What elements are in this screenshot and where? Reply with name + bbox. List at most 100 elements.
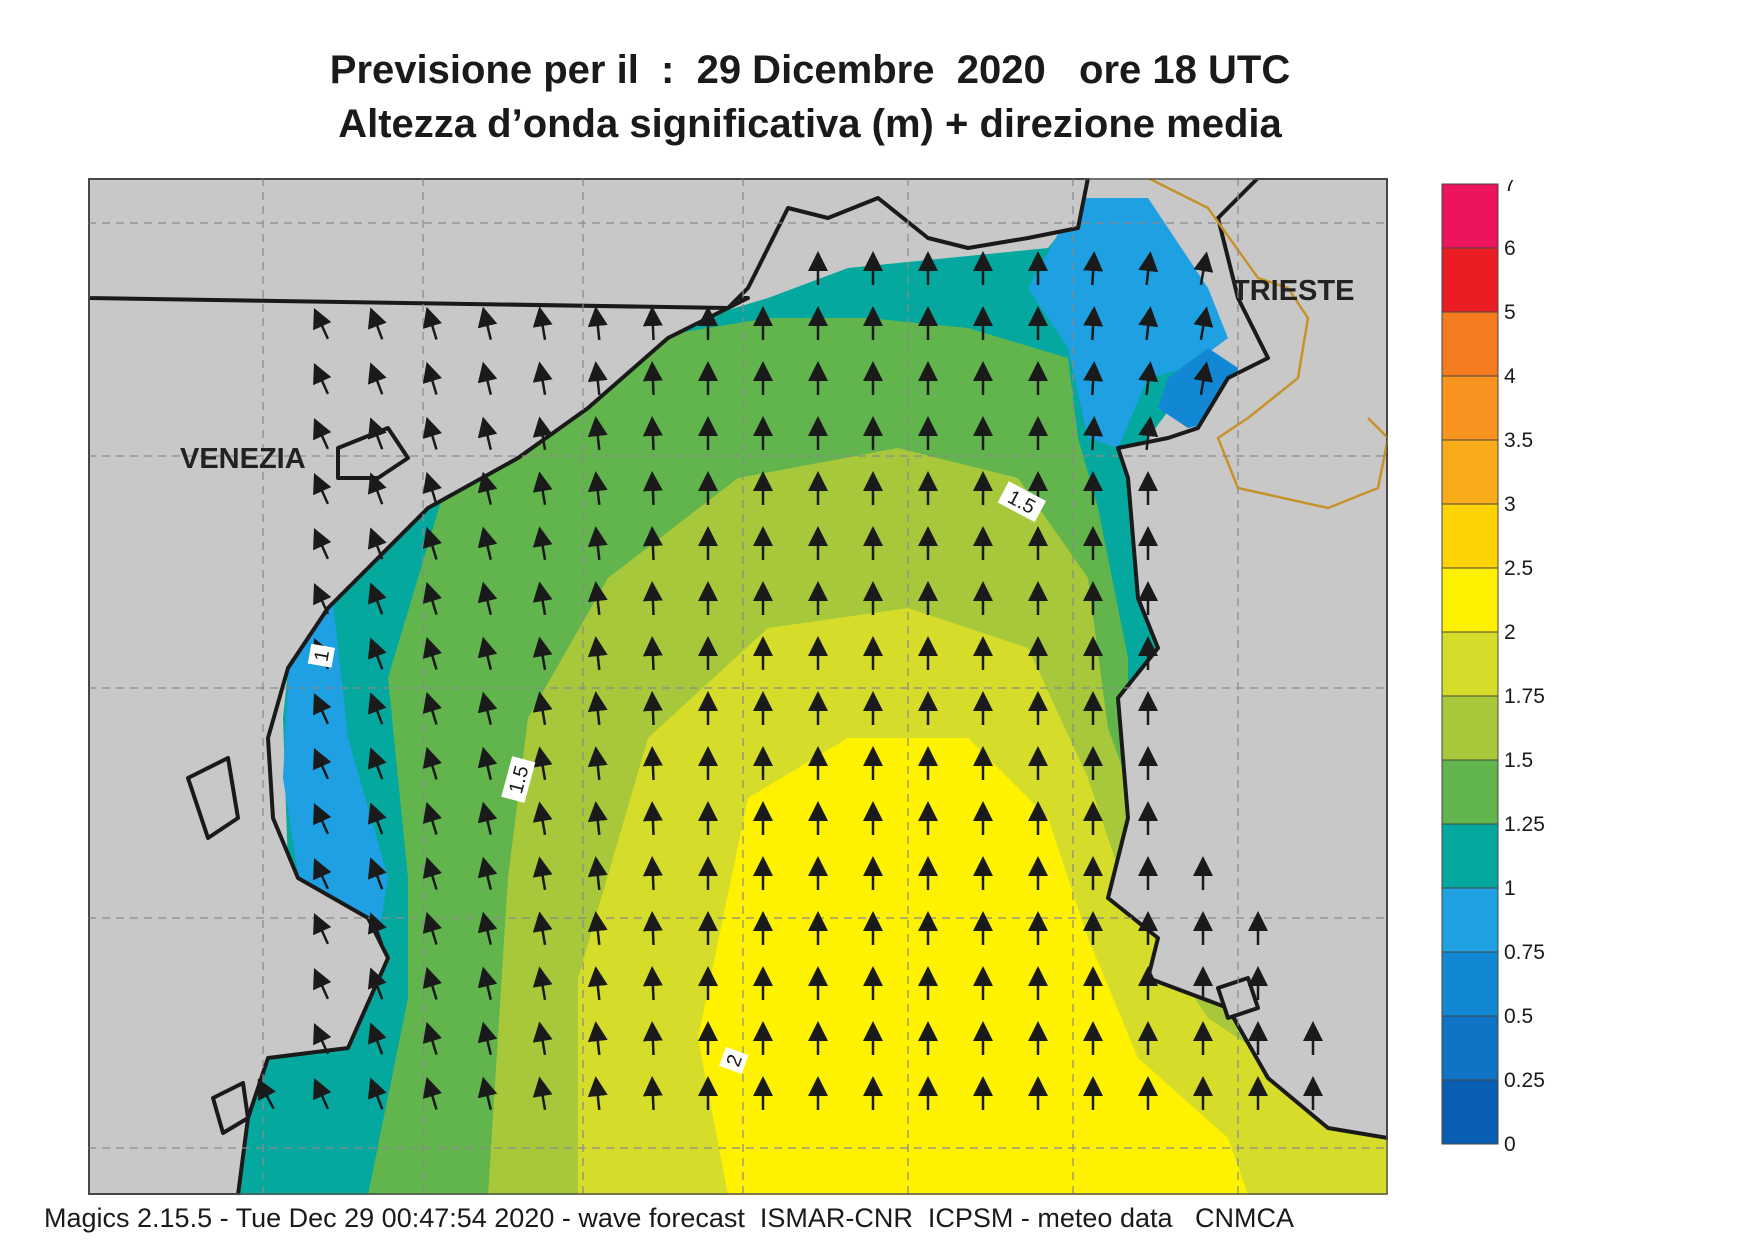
lat-lon-grid (88, 178, 1388, 1195)
direction-arrow (532, 856, 553, 891)
direction-arrow (532, 1076, 553, 1111)
legend-swatch (1441, 695, 1499, 761)
direction-arrow (587, 471, 608, 506)
direction-arrow (313, 362, 332, 395)
direction-arrow (642, 691, 663, 726)
direction-arrow (477, 966, 498, 1000)
direction-arrow (422, 746, 442, 780)
state-border (1147, 178, 1388, 510)
direction-arrow (587, 306, 608, 341)
direction-arrow (1193, 251, 1214, 286)
direction-arrow (642, 416, 663, 451)
legend-tick-label: 0.5 (1504, 1005, 1533, 1028)
direction-arrow (422, 306, 442, 340)
direction-arrow (642, 306, 663, 341)
legend-swatch (1441, 951, 1499, 1017)
legend-tick-label: 2.5 (1504, 557, 1533, 580)
direction-arrow (532, 691, 553, 726)
direction-arrow (477, 471, 498, 505)
direction-arrow (642, 471, 663, 506)
direction-arrow (642, 581, 663, 616)
direction-arrow (587, 691, 608, 726)
direction-arrow (477, 1076, 498, 1110)
direction-arrow (367, 692, 387, 725)
direction-arrow (367, 637, 387, 670)
direction-arrow (642, 1076, 663, 1111)
direction-arrow (313, 1022, 332, 1055)
direction-arrow (477, 911, 498, 945)
legend-tick-label: 4 (1504, 365, 1516, 388)
direction-arrow (1138, 361, 1159, 396)
map-frame (88, 178, 1388, 1195)
direction-arrow (1138, 306, 1159, 341)
direction-arrow (313, 1077, 332, 1110)
direction-arrow (532, 801, 553, 836)
legend-tick-label: 3.5 (1504, 429, 1533, 452)
direction-arrow (477, 581, 498, 615)
direction-arrow (477, 636, 498, 670)
contour-label-1: 1 (311, 648, 335, 663)
direction-arrow (422, 1021, 442, 1055)
direction-arrow (642, 636, 663, 671)
legend-tick-label: 0 (1504, 1133, 1516, 1156)
legend-tick-label: 7 (1504, 180, 1516, 196)
direction-arrow (1138, 416, 1159, 451)
footer-credits: Magics 2.15.5 - Tue Dec 29 00:47:54 2020… (44, 1203, 1295, 1233)
direction-arrow (422, 801, 442, 835)
legend-swatch (1441, 247, 1499, 313)
direction-arrow (532, 471, 553, 506)
direction-arrow (532, 1021, 553, 1056)
direction-arrow (477, 801, 498, 835)
direction-arrow (642, 361, 663, 396)
coastline (88, 178, 1388, 1195)
legend-swatch (1441, 439, 1499, 505)
legend-tick-label: 1.25 (1504, 813, 1545, 836)
direction-arrow (1083, 361, 1104, 396)
direction-arrow (587, 746, 608, 781)
direction-arrow (313, 307, 332, 340)
legend-tick-label: 2 (1504, 621, 1516, 644)
direction-arrow (313, 527, 332, 560)
direction-arrow (367, 1022, 387, 1055)
direction-arrow (477, 306, 498, 340)
legend-swatch (1441, 631, 1499, 697)
direction-arrow (532, 526, 553, 561)
legend-tick-label: 3 (1504, 493, 1516, 516)
contour-labels: 1 1.5 1.5 2 (307, 481, 1046, 1074)
direction-arrow (477, 416, 498, 450)
direction-arrow (367, 1077, 387, 1110)
direction-arrow (422, 691, 442, 725)
direction-arrow (367, 967, 387, 1000)
direction-arrow (422, 581, 442, 615)
direction-arrow (367, 307, 387, 340)
direction-arrow (422, 856, 442, 890)
direction-arrow (313, 472, 332, 505)
direction-arrow (587, 636, 608, 671)
direction-arrow (642, 966, 663, 1001)
direction-arrow (422, 361, 442, 395)
direction-arrow (642, 526, 663, 561)
direction-arrow (367, 472, 387, 505)
page-subtitle: Altezza d’onda significativa (m) + direz… (338, 102, 1282, 146)
direction-arrow (367, 362, 387, 395)
direction-arrow (422, 966, 442, 1000)
direction-arrow (1083, 416, 1104, 451)
direction-arrow (1083, 306, 1104, 341)
legend-swatch (1441, 183, 1499, 249)
legend-tick-label: 0.25 (1504, 1069, 1545, 1092)
legend-swatch (1441, 567, 1499, 633)
legend-swatch (1441, 1015, 1499, 1081)
direction-arrow (477, 691, 498, 725)
direction-arrow (367, 527, 387, 560)
direction-arrow (1138, 251, 1159, 286)
direction-arrow (367, 857, 387, 890)
direction-arrow (587, 1076, 608, 1111)
direction-arrow (587, 526, 608, 561)
legend-tick-label: 6 (1504, 237, 1516, 260)
direction-arrow (313, 582, 332, 615)
wave-height-map: 1 1.5 1.5 2 (88, 178, 1388, 1195)
legend-swatch (1441, 823, 1499, 889)
legend-swatch (1441, 759, 1499, 825)
direction-arrow (532, 361, 553, 396)
direction-arrow (367, 912, 387, 945)
